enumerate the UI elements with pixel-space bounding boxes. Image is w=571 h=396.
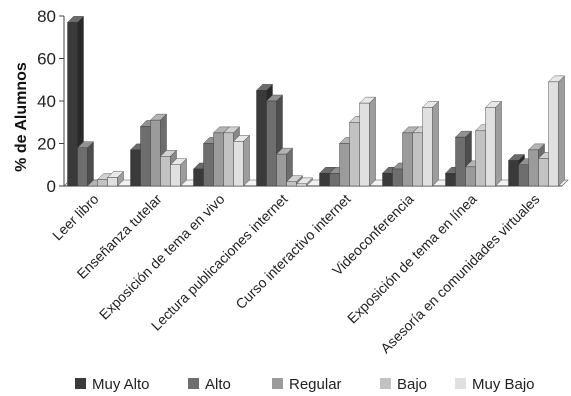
legend-item: Muy Alto xyxy=(75,376,150,393)
x-tick-label: Curso interactivo internet xyxy=(232,191,353,312)
bar xyxy=(276,147,293,187)
legend-swatch xyxy=(272,378,283,389)
legend-swatch xyxy=(75,378,86,389)
bar xyxy=(107,171,124,187)
bar xyxy=(485,100,502,187)
bar xyxy=(548,75,565,187)
x-tick-label: Leer libro xyxy=(49,191,102,244)
legend: Muy Alto Alto Regular Bajo Muy Bajo xyxy=(75,376,535,393)
legend-item: Alto xyxy=(188,376,231,393)
legend-label: Bajo xyxy=(397,376,427,393)
y-tick-label: 60 xyxy=(37,50,56,69)
legend-swatch xyxy=(188,378,199,389)
bar xyxy=(296,177,313,187)
bar xyxy=(77,141,94,187)
bar xyxy=(170,158,187,187)
legend-swatch xyxy=(380,378,391,389)
y-axis-title: % de Alumnos xyxy=(13,62,30,172)
x-tick-label: Exposición de tema en vivo xyxy=(96,191,228,323)
bar xyxy=(233,134,250,187)
y-tick-label: 20 xyxy=(37,135,56,154)
bars xyxy=(67,15,565,187)
legend-item: Regular xyxy=(272,376,342,393)
y-tick-label: 40 xyxy=(37,92,56,111)
x-tick-label: Lectura publicaciones internet xyxy=(148,191,291,334)
legend-label: Muy Alto xyxy=(92,376,150,393)
legend-item: Bajo xyxy=(380,376,427,393)
y-tick-label: 0 xyxy=(47,177,56,196)
legend-item: Muy Bajo xyxy=(455,376,535,393)
legend-label: Muy Bajo xyxy=(472,376,535,393)
legend-label: Alto xyxy=(205,376,231,393)
legend-label: Regular xyxy=(289,376,342,393)
legend-swatch xyxy=(455,378,466,389)
x-tick-label: Exposición de tema en línea xyxy=(344,191,480,327)
bar xyxy=(422,100,439,187)
bar xyxy=(359,96,376,187)
y-tick-label: 80 xyxy=(37,7,56,26)
